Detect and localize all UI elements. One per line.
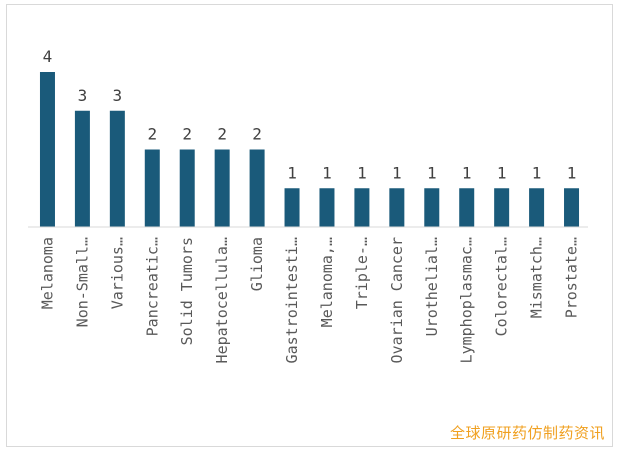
bar-11 <box>424 188 440 227</box>
data-label-4: 2 <box>182 125 192 144</box>
bar-10 <box>389 188 405 227</box>
data-label-9: 1 <box>357 163 367 182</box>
bar-13 <box>494 188 510 227</box>
data-label-12: 1 <box>462 163 472 182</box>
data-label-14: 1 <box>532 163 542 182</box>
data-label-13: 1 <box>497 163 507 182</box>
x-tick-label-15: Prostate… <box>563 237 581 318</box>
data-label-10: 1 <box>392 163 402 182</box>
data-label-6: 2 <box>252 125 262 144</box>
x-tick-label-0: Melanoma <box>38 237 56 309</box>
bar-14 <box>529 188 545 227</box>
data-label-2: 3 <box>113 86 123 105</box>
bar-1 <box>74 110 90 227</box>
data-label-7: 1 <box>287 163 297 182</box>
x-tick-label-13: Colorectal… <box>493 237 511 336</box>
bar-6 <box>249 149 265 227</box>
bar-12 <box>459 188 475 227</box>
bar-3 <box>144 149 160 227</box>
x-tick-label-10: Ovarian Cancer <box>388 237 406 363</box>
x-tick-label-7: Gastrointesti… <box>283 237 301 363</box>
x-tick-label-14: Mismatch… <box>528 237 546 318</box>
watermark-text: 全球原研药仿制药资讯 <box>449 424 605 442</box>
chart-frame <box>6 4 613 447</box>
data-label-5: 2 <box>217 125 227 144</box>
data-label-3: 2 <box>147 125 157 144</box>
x-tick-label-2: Various… <box>108 237 126 309</box>
bar-7 <box>284 188 300 227</box>
x-tick-label-12: Lymphoplasmac… <box>458 237 476 363</box>
x-tick-label-4: Solid Tumors <box>178 237 196 345</box>
bar-2 <box>109 110 125 227</box>
data-label-15: 1 <box>567 163 577 182</box>
x-tick-label-5: Hepatocellula… <box>213 237 231 363</box>
x-tick-label-1: Non-Small… <box>73 237 91 327</box>
data-label-1: 3 <box>78 86 88 105</box>
bar-9 <box>354 188 370 227</box>
bar-15 <box>564 188 580 227</box>
x-tick-label-8: Melanoma,… <box>318 237 336 327</box>
x-tick-label-9: Triple-… <box>353 237 371 309</box>
bar-5 <box>214 149 230 227</box>
x-tick-label-6: Glioma <box>248 237 266 291</box>
x-tick-label-3: Pancreatic… <box>143 237 161 336</box>
bar-4 <box>179 149 195 227</box>
data-label-0: 4 <box>43 47 53 66</box>
data-label-11: 1 <box>427 163 437 182</box>
bar-0 <box>39 72 55 227</box>
x-tick-label-11: Urothelial… <box>423 237 441 336</box>
bar-8 <box>319 188 335 227</box>
data-label-8: 1 <box>322 163 332 182</box>
